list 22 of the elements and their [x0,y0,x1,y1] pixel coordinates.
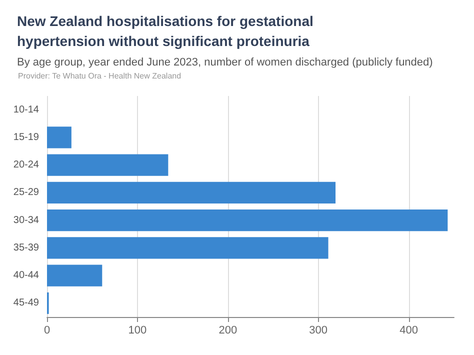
text: Provider: Te Whatu Ora - Health New Zealand [18,72,182,80]
bar [47,264,102,286]
bar [47,237,328,259]
y-tick-label: 10-14 [13,104,40,116]
x-tick-label: 0 [44,324,50,336]
y-tick-label: 35-39 [13,242,40,254]
chart-subtitle: By age group, year ended June 2023, number of women discharged (publicly funded) [17,56,433,68]
y-tick-label: 20-24 [13,160,40,171]
bar [47,210,448,232]
x-tick-label: 400 [400,324,418,336]
y-tick-label: 45-49 [13,298,40,309]
x-tick-label: 300 [309,324,328,336]
bar [47,126,72,148]
y-tick-label: 40-44 [13,270,40,282]
x-tick-label: 200 [218,324,238,336]
bar [47,182,336,204]
y-tick-label: 30-34 [13,214,40,226]
y-tick-label: 25-29 [13,187,40,198]
x-tick-label: 100 [128,324,147,336]
chart-title: New Zealand hospitalisations for gestational hypertension without significant proteinuria [17,13,318,49]
y-tick-label: 15-19 [13,132,40,143]
bar [47,154,168,176]
